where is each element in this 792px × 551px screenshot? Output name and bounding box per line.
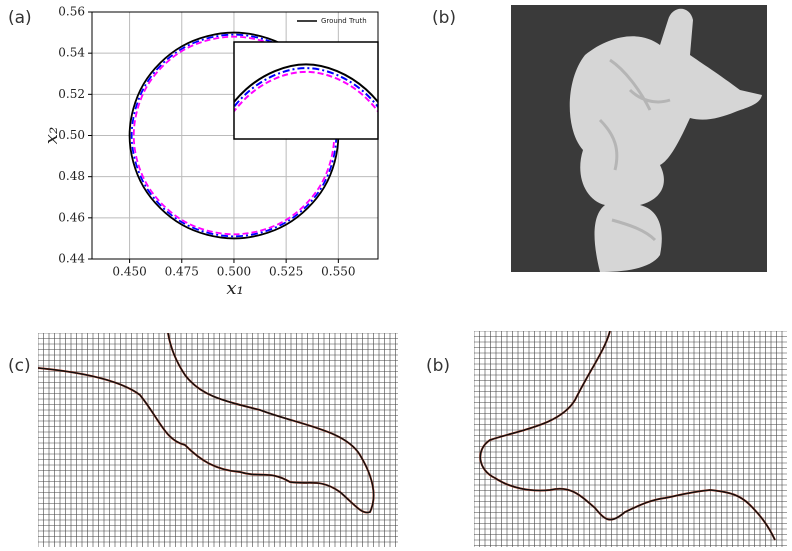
y-tick-label: 0.56 [58,5,85,19]
x-tick-label: 0.550 [321,265,355,279]
y-tick-label: 0.50 [58,128,85,142]
y-tick-label: 0.54 [58,46,85,60]
render-image [511,5,767,272]
x-tick-label: 0.525 [269,265,303,279]
y-tick-label: 0.48 [58,169,85,183]
x-axis-label: x₁ [226,278,243,299]
figure: (a) (b) (c) (b) 0.450 0.475 0.500 0.525 0.55… [0,0,792,547]
y-tick-label: 0.52 [58,87,85,101]
x-tick-label: 0.500 [217,265,251,279]
panel-label: (b) [432,8,456,28]
y-tick-label: 0.46 [58,210,85,224]
legend: Ground Truth [297,17,367,25]
x-tick-label: 0.450 [112,265,146,279]
panel-label: (b) [426,356,450,376]
x-tick-label: 0.475 [165,265,199,279]
grid-panel [474,331,787,547]
grid-panel [38,333,398,547]
panel-label: (a) [8,8,32,28]
y-axis-label: x₂ [41,127,62,144]
y-tick-label: 0.44 [58,252,85,266]
legend-label: Ground Truth [321,17,367,25]
panel-label: (c) [8,356,31,376]
